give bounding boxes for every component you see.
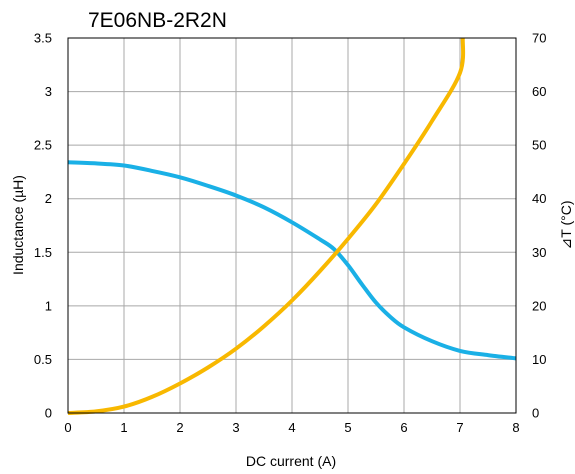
- x-tick-label: 5: [344, 420, 351, 435]
- y2-tick-labels: 0 10 20 30 40 50 60 70: [532, 31, 546, 421]
- y2-tick-label: 20: [532, 298, 546, 313]
- y-tick-label: 2: [45, 191, 52, 206]
- y-tick-label: 0: [45, 406, 52, 421]
- y2-tick-label: 70: [532, 31, 546, 46]
- x-tick-label: 3: [232, 420, 239, 435]
- x-tick-labels: 0 1 2 3 4 5 6 7 8: [64, 420, 519, 435]
- y2-tick-label: 60: [532, 84, 546, 99]
- y-tick-label: 2.5: [34, 138, 52, 153]
- y-tick-label: 1.5: [34, 245, 52, 260]
- y2-tick-label: 30: [532, 245, 546, 260]
- y-tick-label: 1: [45, 298, 52, 313]
- x-tick-label: 8: [512, 420, 519, 435]
- y-axis-label: Inductance (µH): [10, 175, 26, 275]
- y2-tick-label: 40: [532, 191, 546, 206]
- y-tick-label: 3: [45, 84, 52, 99]
- x-tick-label: 0: [64, 420, 71, 435]
- y-tick-label: 3.5: [34, 31, 52, 46]
- y2-tick-label: 10: [532, 352, 546, 367]
- y2-tick-label: 0: [532, 406, 539, 421]
- inductance-series-line: [67, 160, 517, 361]
- series-layer: [67, 37, 517, 415]
- y2-axis-label: ⊿T (°C): [558, 201, 574, 250]
- y2-tick-label: 50: [532, 138, 546, 153]
- y-tick-label: 0.5: [34, 352, 52, 367]
- y-tick-labels: 0 0.5 1 1.5 2 2.5 3 3.5: [34, 31, 52, 421]
- plot-frame: [67, 37, 517, 414]
- temperature-rise-series-line: [67, 37, 466, 415]
- chart-title: 7E06NB-2R2N: [88, 9, 227, 32]
- x-tick-label: 7: [456, 420, 463, 435]
- x-tick-label: 2: [176, 420, 183, 435]
- x-tick-label: 1: [120, 420, 127, 435]
- x-tick-label: 6: [400, 420, 407, 435]
- x-axis-label: DC current (A): [246, 453, 336, 469]
- x-tick-label: 4: [288, 420, 295, 435]
